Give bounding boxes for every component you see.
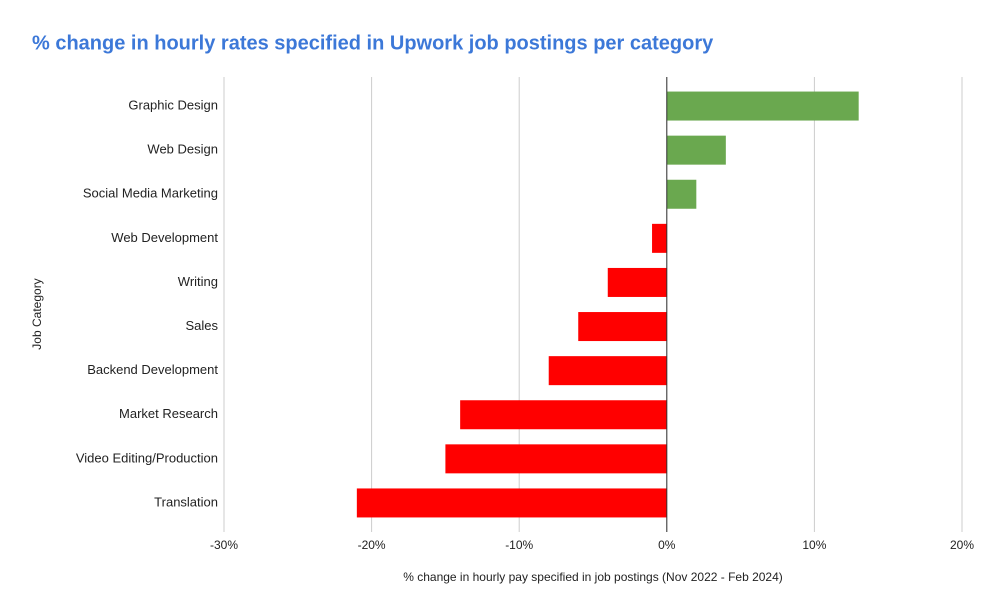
- bar: [460, 400, 667, 430]
- x-tick-label: 0%: [658, 538, 676, 552]
- x-tick-label: -20%: [358, 538, 386, 552]
- y-tick-label: Backend Development: [87, 362, 218, 377]
- y-tick-label: Sales: [185, 318, 218, 333]
- y-axis-title: Job Category: [30, 278, 44, 349]
- x-tick-label: -10%: [505, 538, 533, 552]
- y-tick-label: Translation: [154, 494, 218, 509]
- x-axis-title: % change in hourly pay specified in job …: [403, 570, 783, 584]
- bar: [578, 312, 667, 342]
- y-tick-label: Graphic Design: [128, 97, 218, 112]
- y-tick-label: Video Editing/Production: [76, 450, 218, 465]
- bar: [666, 135, 726, 165]
- y-tick-label: Web Development: [111, 230, 218, 245]
- bar: [445, 444, 667, 474]
- x-tick-label: 10%: [802, 538, 826, 552]
- chart-title: % change in hourly rates specified in Up…: [32, 32, 714, 54]
- bar: [666, 179, 697, 209]
- bar: [666, 91, 859, 121]
- y-tick-label: Social Media Marketing: [83, 186, 218, 201]
- bar: [356, 488, 667, 518]
- y-tick-label: Web Design: [147, 142, 218, 157]
- bar: [548, 356, 667, 386]
- y-tick-label: Market Research: [119, 406, 218, 421]
- y-tick-label: Writing: [178, 274, 218, 289]
- x-tick-label: -30%: [210, 538, 238, 552]
- bar: [607, 267, 667, 297]
- x-tick-label: 20%: [950, 538, 974, 552]
- bar: [652, 223, 667, 253]
